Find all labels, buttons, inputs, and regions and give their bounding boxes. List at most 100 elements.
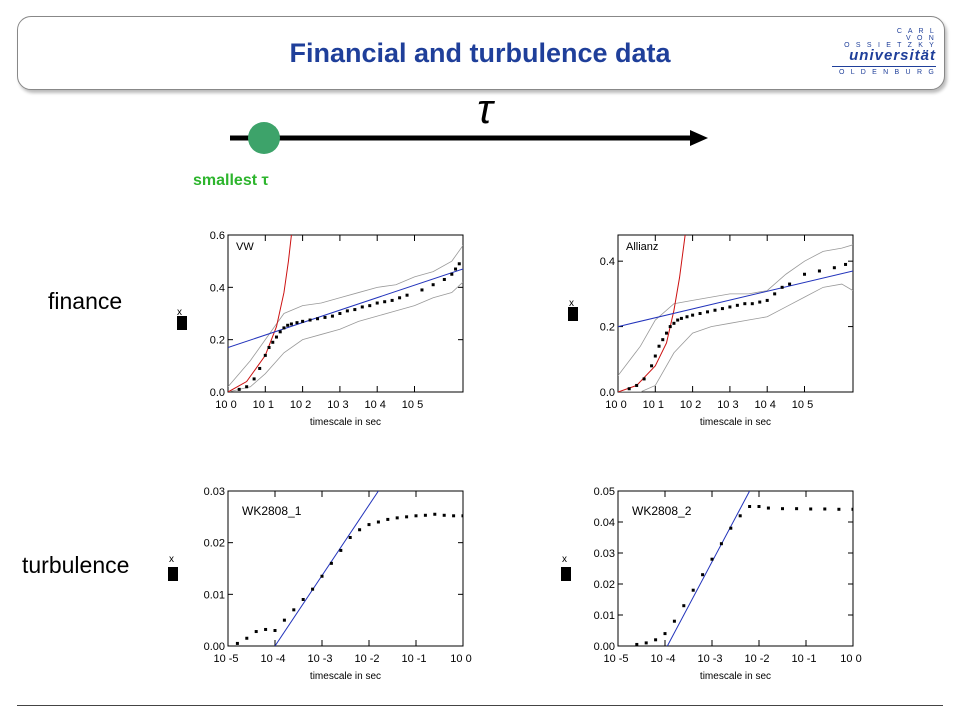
data-point [348, 536, 352, 539]
fit-line [228, 268, 463, 348]
slide-title: Financial and turbulence data [289, 38, 671, 68]
timescale-arrow-diagram: τ [230, 85, 708, 154]
data-point [635, 642, 639, 646]
row-label-turbulence: turbulence [22, 552, 130, 578]
data-point [431, 283, 435, 287]
fit-line [618, 270, 853, 328]
data-point [823, 507, 827, 511]
x-tick-label: 10 5 [402, 399, 423, 411]
data-point [292, 608, 296, 612]
x-tick-label: 10 0 [450, 653, 471, 665]
x-tick-label: 10 -1 [401, 653, 426, 665]
x-tick-label: 10 -2 [354, 653, 379, 665]
data-point [743, 302, 747, 306]
fit-line [666, 491, 751, 646]
data-point [728, 305, 732, 309]
data-point [635, 383, 639, 387]
data-point [330, 314, 334, 318]
data-point [691, 313, 695, 317]
plot-frame [617, 234, 854, 393]
x-tick-label: 10 -2 [744, 653, 769, 665]
y-tick-label: 0.01 [594, 610, 615, 622]
x-tick-label: 10 -1 [791, 653, 816, 665]
data-point [817, 269, 821, 273]
logo-line-1: C A R L [896, 28, 936, 35]
data-point [720, 307, 724, 311]
plot-frame [227, 234, 464, 393]
ylabel-marker [177, 316, 187, 330]
x-tick-label: 10 -5 [213, 653, 238, 665]
ylabel-glyph: x [169, 554, 174, 565]
y-tick-label: 0.0 [210, 387, 225, 399]
ylabel-marker [568, 307, 578, 321]
data-point [657, 344, 661, 348]
y-tick-label: 0.00 [594, 641, 615, 653]
fit-line [274, 491, 379, 646]
data-point [289, 322, 293, 326]
data-point [358, 528, 362, 532]
y-tick-label: 0.03 [594, 548, 615, 560]
data-point [661, 338, 665, 342]
x-tick-label: 10 0 [215, 399, 236, 411]
data-point [672, 321, 676, 325]
x-tick-label: 10 0 [605, 399, 626, 411]
data-point [278, 330, 282, 334]
ylabel-glyph: x [562, 554, 567, 565]
x-tick-label: 10 3 [717, 399, 738, 411]
data-point [323, 315, 327, 319]
y-tick-label: 0.04 [594, 517, 615, 529]
data-point [719, 542, 723, 546]
data-point [663, 632, 667, 636]
x-axis-label: timescale in sec [310, 671, 381, 682]
x-tick-label: 10 4 [754, 399, 775, 411]
series-annotation: WK2808_2 [632, 504, 692, 518]
data-point [748, 505, 752, 508]
data-point [376, 520, 380, 524]
data-point [682, 604, 686, 608]
smallest-marker [248, 122, 280, 154]
data-point [282, 326, 286, 330]
data-point [837, 507, 841, 511]
data-point [788, 282, 792, 286]
data-point [258, 366, 262, 370]
y-tick-label: 0.4 [210, 282, 225, 294]
y-tick-label: 0.2 [210, 335, 225, 347]
data-point [738, 514, 742, 518]
data-point [235, 641, 239, 645]
x-tick-label: 10 3 [327, 399, 348, 411]
data-point [301, 319, 305, 323]
envelope-lower [228, 281, 463, 392]
data-point [442, 277, 446, 281]
data-point [368, 304, 372, 308]
tau-symbol: τ [477, 85, 495, 132]
y-tick-label: 0.4 [600, 256, 615, 268]
bottom-rule [17, 705, 943, 706]
series-annotation: WK2808_1 [242, 504, 302, 518]
data-point [271, 340, 275, 344]
data-point [301, 598, 305, 601]
data-point [679, 316, 683, 320]
data-point [803, 272, 807, 276]
data-point [795, 507, 799, 511]
data-point [442, 513, 446, 517]
logo-line-2: V O N [905, 35, 936, 42]
plot-content [228, 235, 463, 392]
data-point [423, 513, 427, 517]
data-point [627, 387, 631, 391]
data-point [390, 298, 394, 302]
y-tick-label: 0.05 [594, 486, 615, 498]
data-point [386, 517, 390, 521]
y-tick-label: 0.03 [204, 486, 225, 498]
x-tick-label: 10 5 [792, 399, 813, 411]
x-axis-label: timescale in sec [700, 671, 771, 682]
data-point [654, 638, 658, 642]
ylabel-glyph: x [569, 298, 574, 309]
data-point [433, 512, 437, 516]
chart-wk2808-2: 0.00 0.01 0.02 0.03 0.04 0.05 10 -5 10 -4 10 -3 1… [594, 486, 862, 682]
data-point [729, 526, 733, 530]
data-point [264, 627, 268, 631]
data-point [252, 377, 256, 381]
row-label-finance: finance [48, 288, 123, 314]
x-tick-label: 10 2 [680, 399, 701, 411]
data-point [254, 630, 258, 634]
